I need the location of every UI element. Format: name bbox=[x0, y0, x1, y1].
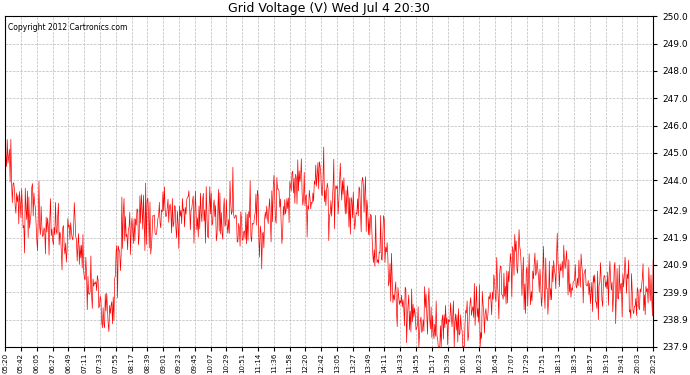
Title: Grid Voltage (V) Wed Jul 4 20:30: Grid Voltage (V) Wed Jul 4 20:30 bbox=[228, 2, 430, 15]
Text: Copyright 2012 Cartronics.com: Copyright 2012 Cartronics.com bbox=[8, 23, 128, 32]
